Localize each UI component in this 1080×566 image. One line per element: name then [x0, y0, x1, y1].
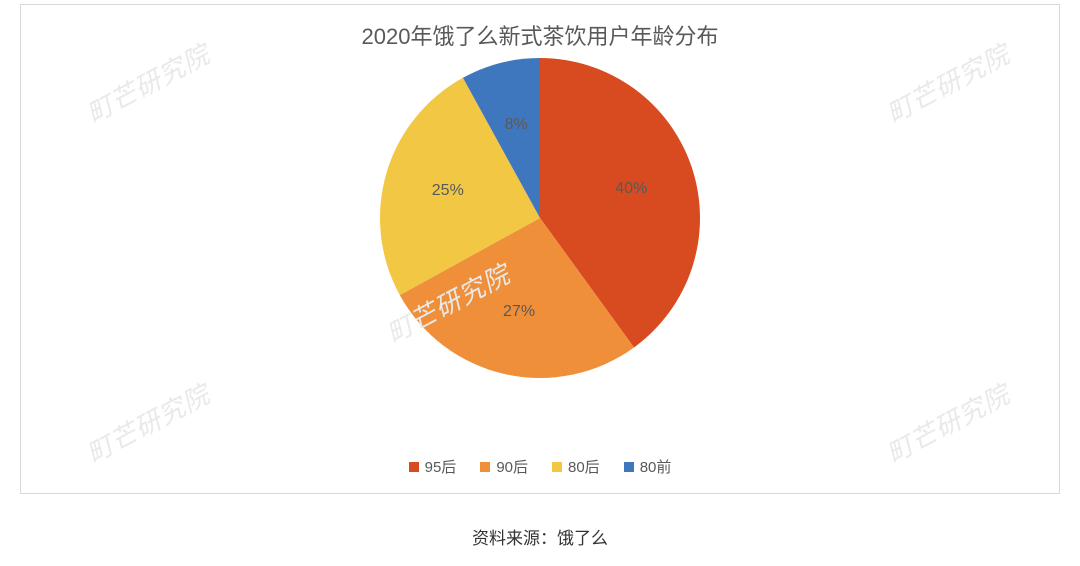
legend-label: 90后 — [496, 456, 528, 477]
legend-item: 90后 — [480, 456, 528, 477]
legend-swatch — [409, 462, 419, 472]
slice-label: 27% — [503, 303, 535, 321]
legend-label: 80前 — [640, 456, 672, 477]
legend-item: 95后 — [409, 456, 457, 477]
legend-item: 80后 — [552, 456, 600, 477]
legend-swatch — [552, 462, 562, 472]
chart-area: 40% 27% 25% 8% — [21, 51, 1059, 431]
legend-label: 80后 — [568, 456, 600, 477]
source-line: 资料来源：饿了么 — [0, 524, 1080, 549]
legend: 95后 90后 80后 80前 — [21, 456, 1059, 477]
pie-wrap: 40% 27% 25% 8% — [380, 58, 700, 378]
legend-swatch — [624, 462, 634, 472]
slice-label: 40% — [615, 180, 647, 198]
legend-swatch — [480, 462, 490, 472]
chart-title: 2020年饿了么新式茶饮用户年龄分布 — [21, 19, 1059, 51]
legend-item: 80前 — [624, 456, 672, 477]
pie-chart — [380, 58, 700, 378]
chart-card: 2020年饿了么新式茶饮用户年龄分布 40% 27% 25% 8% 95后 90后 80后… — [20, 4, 1060, 494]
legend-label: 95后 — [425, 456, 457, 477]
slice-label: 25% — [432, 182, 464, 200]
slice-label: 8% — [505, 116, 528, 134]
